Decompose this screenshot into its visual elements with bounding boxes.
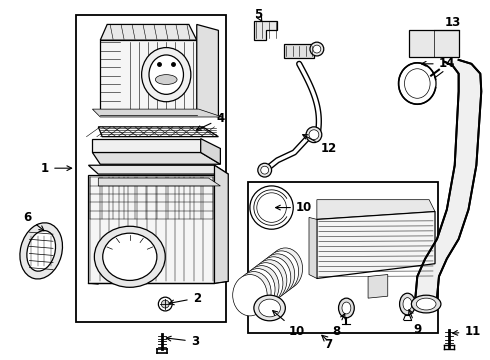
Polygon shape	[368, 275, 388, 298]
Ellipse shape	[405, 69, 430, 98]
Circle shape	[250, 186, 293, 229]
Ellipse shape	[155, 75, 177, 85]
Text: 2: 2	[169, 292, 201, 305]
Ellipse shape	[142, 48, 191, 102]
Text: 14: 14	[421, 57, 455, 70]
Polygon shape	[100, 40, 197, 111]
Text: 5: 5	[254, 8, 262, 21]
Ellipse shape	[237, 271, 271, 313]
Text: 12: 12	[303, 135, 337, 155]
Ellipse shape	[241, 269, 275, 310]
Ellipse shape	[264, 251, 299, 292]
Polygon shape	[89, 175, 215, 283]
Polygon shape	[416, 60, 481, 298]
Text: 3: 3	[166, 335, 199, 348]
Circle shape	[261, 166, 269, 174]
Ellipse shape	[256, 257, 291, 298]
Ellipse shape	[103, 233, 157, 280]
Text: 11: 11	[453, 325, 481, 338]
Ellipse shape	[260, 254, 294, 295]
Ellipse shape	[161, 300, 169, 308]
Polygon shape	[309, 217, 317, 278]
Polygon shape	[93, 152, 220, 164]
Polygon shape	[201, 139, 220, 164]
Polygon shape	[98, 178, 220, 186]
Ellipse shape	[252, 260, 287, 301]
Text: 10: 10	[275, 201, 312, 214]
Polygon shape	[254, 21, 277, 40]
Ellipse shape	[245, 266, 279, 307]
Ellipse shape	[233, 275, 267, 316]
Ellipse shape	[248, 263, 283, 304]
Ellipse shape	[412, 295, 441, 313]
Polygon shape	[100, 24, 197, 40]
Bar	[75, 15, 226, 322]
Ellipse shape	[254, 295, 285, 321]
Ellipse shape	[416, 298, 436, 310]
Polygon shape	[410, 30, 459, 57]
Polygon shape	[197, 24, 219, 117]
Ellipse shape	[268, 248, 303, 289]
Ellipse shape	[20, 223, 63, 279]
Ellipse shape	[158, 297, 172, 311]
Circle shape	[313, 45, 321, 53]
Polygon shape	[215, 165, 228, 283]
Text: 6: 6	[24, 211, 44, 231]
Text: 10: 10	[272, 311, 305, 338]
Circle shape	[257, 193, 286, 222]
Text: 8: 8	[332, 314, 345, 338]
Text: 13: 13	[444, 16, 461, 29]
Ellipse shape	[403, 298, 412, 310]
Polygon shape	[317, 212, 435, 278]
Polygon shape	[98, 127, 219, 137]
Text: 7: 7	[325, 338, 333, 351]
Text: 4: 4	[196, 112, 224, 130]
Ellipse shape	[149, 55, 183, 94]
Bar	[248, 182, 438, 333]
Ellipse shape	[95, 226, 165, 287]
Circle shape	[309, 130, 319, 140]
Polygon shape	[93, 139, 201, 152]
Polygon shape	[89, 165, 228, 174]
Ellipse shape	[339, 298, 354, 318]
Circle shape	[258, 163, 271, 177]
Text: 9: 9	[409, 310, 421, 336]
Ellipse shape	[27, 231, 55, 271]
Ellipse shape	[398, 63, 436, 104]
Polygon shape	[284, 44, 314, 58]
Text: 1: 1	[41, 162, 72, 175]
Circle shape	[306, 127, 322, 143]
Polygon shape	[93, 109, 222, 117]
Ellipse shape	[342, 302, 351, 314]
Ellipse shape	[399, 293, 416, 315]
Ellipse shape	[259, 299, 280, 317]
Polygon shape	[317, 200, 435, 219]
Circle shape	[310, 42, 324, 56]
